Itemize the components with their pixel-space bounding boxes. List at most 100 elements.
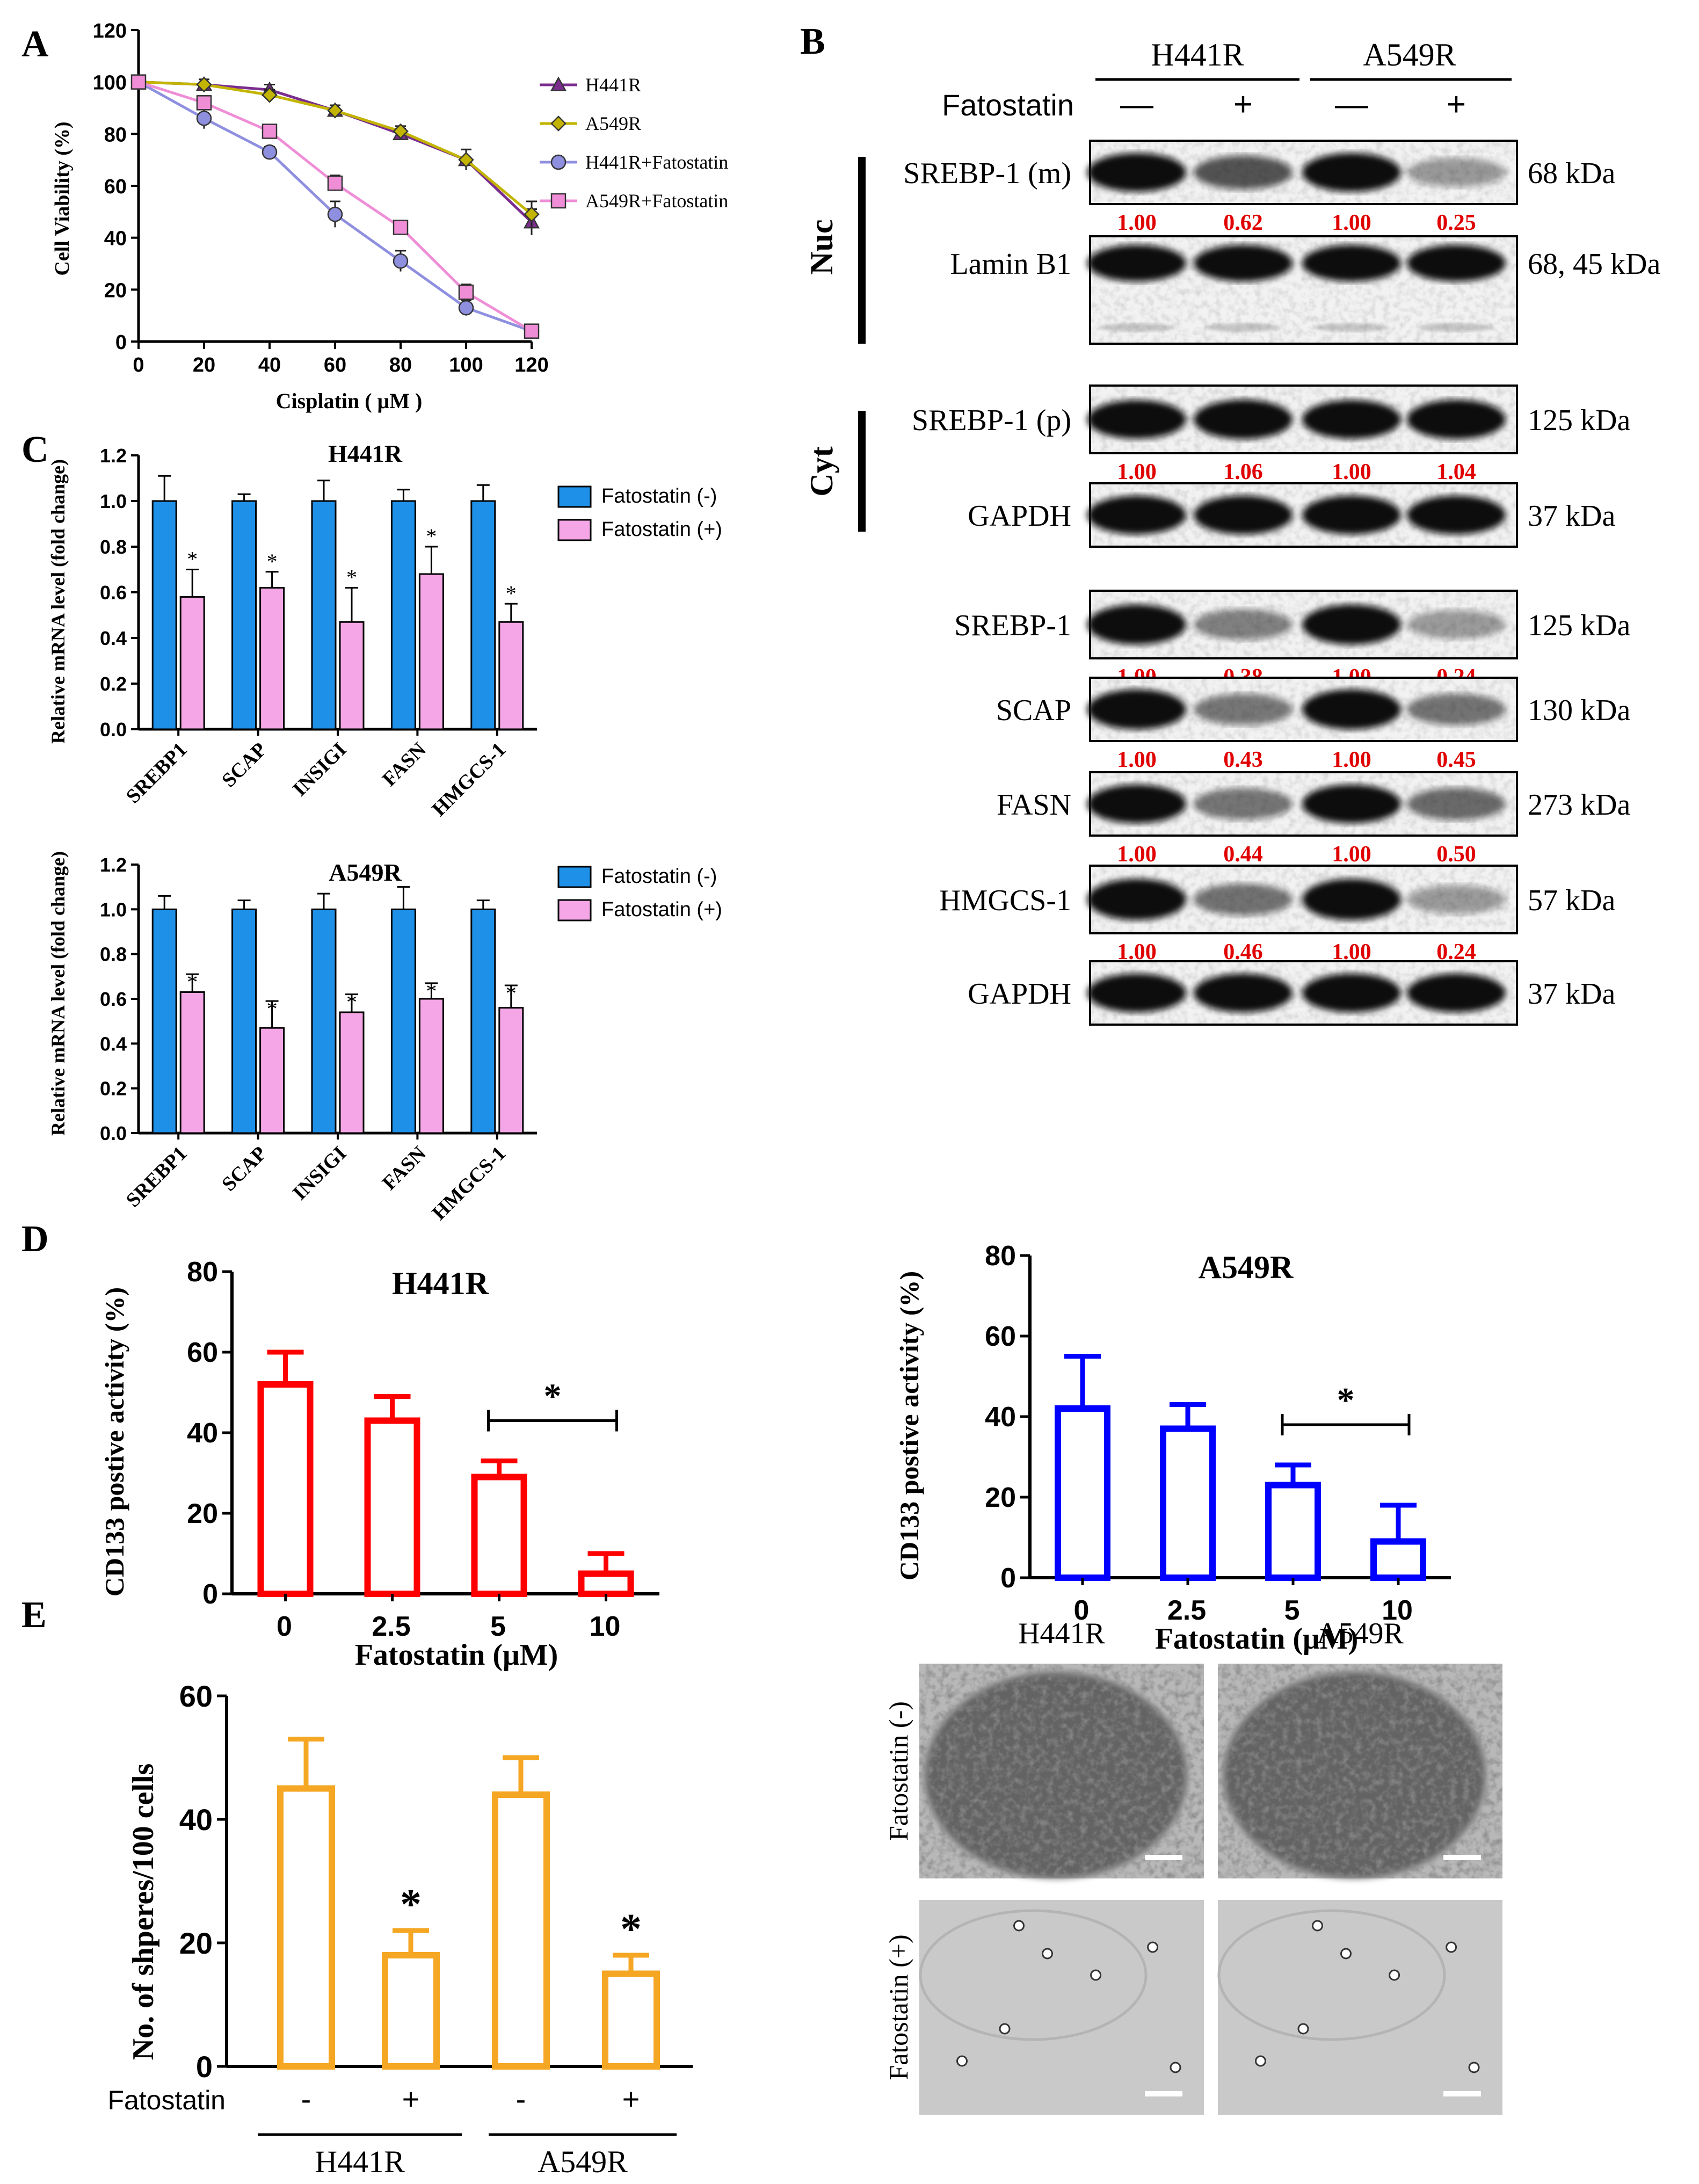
panel-c-bar xyxy=(259,587,285,730)
panel-c-legend-swatch xyxy=(557,519,592,541)
sphere-cell xyxy=(999,2023,1011,2035)
panel-c-bar xyxy=(390,500,416,730)
panel-a-ylabel: Cell Viability (%) xyxy=(51,121,74,275)
panel-a-ytick-label: 40 xyxy=(104,228,127,250)
blot-band xyxy=(1302,689,1401,730)
micrograph-image xyxy=(919,1664,1204,1878)
panel-a-data-point xyxy=(262,144,278,160)
panel-d-xtick-label: 10 xyxy=(1382,1595,1413,1626)
panel-d-a549r-title: A549R xyxy=(1199,1250,1294,1285)
panel-d-xtick-label: 5 xyxy=(1284,1595,1300,1626)
panel-d-ytick-label: 0 xyxy=(1000,1563,1016,1594)
panel-a-legend-label: A549R+Fatostatin xyxy=(585,190,728,212)
blot-band xyxy=(1407,788,1506,820)
panel-e-ylabel: No. of shperes/100 cells xyxy=(127,1764,160,2060)
micrograph-image xyxy=(1218,1664,1502,1878)
blot-band xyxy=(1302,496,1401,534)
panel-a-xlabel: Cisplatin ( μM ) xyxy=(276,389,423,413)
panel-a-data-point xyxy=(327,103,343,119)
blot-quant-value: 0.45 xyxy=(1436,748,1476,772)
panel-c-ytick-label: 1.2 xyxy=(100,445,127,467)
blot-fraction-nuc: Nuc xyxy=(804,219,839,274)
blot-band xyxy=(1407,158,1506,187)
sphere-cell xyxy=(956,2055,968,2067)
micrograph-column-label: H441R xyxy=(1018,1617,1105,1650)
panel-a-xtick-label: 40 xyxy=(258,354,281,376)
blot-kda-label: 68 kDa xyxy=(1528,157,1615,190)
panel-a-ytick-label: 0 xyxy=(115,331,127,354)
panel-c-bar xyxy=(498,621,524,730)
micrograph-artifact xyxy=(1217,1909,1446,2041)
panel-a-legend-marker xyxy=(550,193,567,209)
panel-label-e: E xyxy=(21,1594,47,1636)
panel-c-significance: * xyxy=(506,981,517,1005)
panel-d-xtick-label: 0 xyxy=(1074,1595,1090,1626)
blot-band xyxy=(1087,400,1186,439)
panel-c-significance: * xyxy=(426,979,437,1003)
blot-band xyxy=(1194,974,1293,1012)
panel-e-condition-label: - xyxy=(301,2082,311,2116)
panel-c-bar xyxy=(470,908,496,1134)
panel-c-bar xyxy=(498,1007,524,1134)
panel-a-legend-marker xyxy=(550,154,567,170)
blot-band xyxy=(1302,245,1401,281)
panel-a-data-point xyxy=(130,74,147,90)
panel-b-blot: H441R A549R Fatostatin — + — + Nuc Cyt SREBP-1 (m… xyxy=(804,37,1660,1026)
blot-quant-value: 0.44 xyxy=(1223,842,1263,867)
sphere-cell xyxy=(1090,1969,1102,1981)
micrograph-image xyxy=(919,1900,1204,2115)
blot-band xyxy=(1302,400,1401,439)
panel-a-data-point xyxy=(327,206,343,222)
blot-band xyxy=(1087,689,1186,730)
blot-quant-value: 0.25 xyxy=(1436,211,1476,235)
micrograph-background xyxy=(1218,1900,1502,2115)
panel-d-ytick-label: 80 xyxy=(187,1257,218,1288)
panel-e-significance: * xyxy=(400,1881,422,1928)
blot-treatment-label: Fatostatin xyxy=(942,88,1074,122)
blot-band xyxy=(1194,155,1293,190)
blot-band-minor xyxy=(1419,323,1494,332)
panel-a-data-point xyxy=(458,151,474,168)
micrograph-column-label: A549R xyxy=(1317,1617,1404,1650)
panel-c-ytick-label: 0.4 xyxy=(100,627,127,649)
blot-protein-label: SREBP-1 (p) xyxy=(912,404,1071,437)
panel-c-bar xyxy=(179,991,205,1134)
panel-a-legend: H441R A549R H441R+Fatostatin A549R+Fatostat… xyxy=(540,74,728,212)
panel-c-significance: * xyxy=(426,524,437,548)
panel-d-bar xyxy=(1370,1538,1426,1581)
blot-kda-label: 125 kDa xyxy=(1528,404,1630,437)
micrograph-background xyxy=(919,1900,1204,2115)
panel-c-ytick-label: 0.0 xyxy=(100,719,127,741)
panel-d-ytick-label: 40 xyxy=(985,1402,1016,1433)
micrograph-row-label: Fatostatin (-) xyxy=(883,1701,913,1841)
panel-e-bar xyxy=(492,1791,550,2070)
panel-e-condition-label: - xyxy=(516,2082,526,2116)
blot-band xyxy=(1194,788,1293,820)
panel-c-ytick-label: 0.2 xyxy=(100,673,127,695)
panel-label-b: B xyxy=(800,21,825,62)
panel-d-ytick-label: 60 xyxy=(187,1337,218,1368)
scale-bar xyxy=(1443,1855,1481,1860)
blot-kda-label: 273 kDa xyxy=(1528,788,1630,822)
blot-fraction-cyt: Cyt xyxy=(804,446,839,496)
blot-kda-label: 125 kDa xyxy=(1528,609,1630,642)
panel-a-legend-marker xyxy=(550,76,567,91)
panel-a-legend-marker xyxy=(550,115,567,132)
blot-quant-value: 0.62 xyxy=(1223,211,1263,235)
sphere-cell xyxy=(1042,1948,1053,1960)
panel-c-xtick-label: INSIGI xyxy=(288,738,351,801)
blot-lane-sign: + xyxy=(1233,86,1253,123)
panel-a-xtick-label: 20 xyxy=(193,354,215,376)
panel-a-legend-label: H441R+Fatostatin xyxy=(585,151,728,173)
panel-c-bar xyxy=(259,1027,285,1134)
blot-band xyxy=(1407,610,1506,639)
panel-a-axes: 0 20 40 60 80 100 120 0 20 40 60 80 100 120 xyxy=(93,20,549,376)
panel-d-ytick-label: 80 xyxy=(985,1240,1016,1272)
panel-a-data-point xyxy=(196,95,212,111)
panel-c-bar xyxy=(311,908,337,1134)
panel-a-xtick-label: 60 xyxy=(324,354,346,376)
blot-kda-label: 57 kDa xyxy=(1528,884,1615,917)
